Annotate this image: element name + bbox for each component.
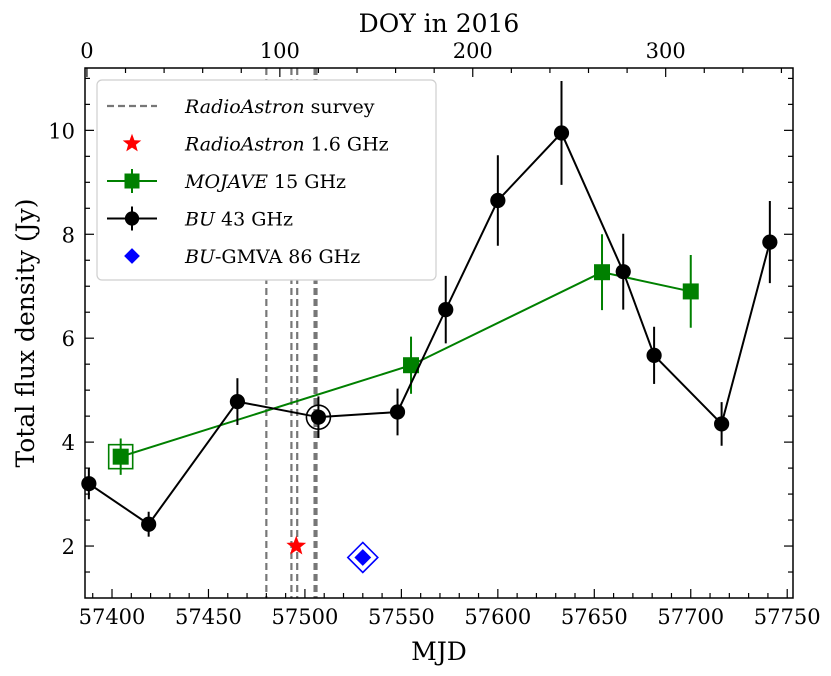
legend-label-italic: BU	[184, 209, 216, 231]
y-tick-label: 10	[48, 119, 75, 143]
series-layer	[81, 80, 778, 574]
x-tick-label: 57500	[272, 605, 339, 629]
legend-entry: BU 43 GHz	[107, 206, 293, 231]
highlight-ring	[107, 443, 134, 470]
x-tick-label: 57650	[561, 605, 628, 629]
data-point	[490, 192, 506, 209]
x-tick-label: 57600	[464, 605, 531, 629]
data-point	[124, 173, 140, 189]
data-point	[354, 549, 372, 566]
legend-label: BU-GMVA 86 GHz	[184, 246, 360, 268]
x-tick-label: 57750	[754, 605, 821, 629]
y-axis-title: Total flux density (Jy)	[11, 199, 40, 468]
legend-entry: RadioAstron 1.6 GHz	[122, 133, 389, 156]
x-tick-label: 57450	[175, 605, 242, 629]
highlight-ring	[305, 404, 332, 430]
data-point	[229, 393, 246, 410]
series-line	[88, 131, 771, 526]
data-point	[124, 248, 140, 264]
y-tick-label: 6	[62, 327, 75, 351]
top-tick-label: 0	[80, 39, 93, 63]
x-axis-title: MJD	[411, 637, 467, 666]
x-tick-label: 57400	[79, 605, 146, 629]
data-point	[682, 283, 699, 300]
y-tick-label: 8	[62, 223, 75, 247]
plot-frame	[84, 67, 794, 599]
legend-box	[96, 79, 437, 281]
legend-label-italic: BU	[184, 246, 216, 268]
data-point	[646, 347, 662, 363]
highlight-ring	[346, 541, 379, 574]
series-diamond	[346, 541, 379, 574]
legend-label-rest: survey	[305, 96, 375, 118]
data-point	[81, 476, 97, 492]
data-point	[615, 264, 631, 280]
data-point	[122, 133, 142, 152]
y-tick-label: 4	[62, 431, 75, 455]
x-tick-label: 57550	[368, 605, 435, 629]
legend-entry: BU-GMVA 86 GHz	[124, 246, 360, 268]
top-tick-label: 100	[260, 39, 300, 63]
series-line	[120, 271, 691, 458]
legend-entry: MOJAVE 15 GHz	[107, 169, 346, 193]
data-point	[594, 264, 611, 281]
data-point	[389, 404, 406, 420]
top-axis-title: DOY in 2016	[359, 9, 520, 38]
legend-entry: RadioAstron survey	[107, 96, 375, 118]
legend-label: RadioAstron survey	[184, 96, 375, 118]
data-point	[714, 416, 730, 432]
data-point	[310, 409, 327, 425]
legend-label-rest: 1.6 GHz	[305, 134, 389, 156]
data-point	[112, 448, 129, 465]
x-tick-label: 57700	[657, 605, 724, 629]
top-tick-label: 200	[453, 39, 493, 63]
legend-label: BU 43 GHz	[184, 209, 293, 231]
legend-label-italic: RadioAstron	[184, 96, 305, 118]
legend-label-rest: -GMVA 86 GHz	[215, 246, 360, 268]
series-circle	[81, 80, 778, 537]
legend-label: RadioAstron 1.6 GHz	[184, 134, 389, 156]
axes: 57400 57450 57500 57550 57600 57650 57700 57750…	[11, 9, 821, 666]
legend-label-rest: 43 GHz	[215, 209, 293, 231]
series-star	[286, 535, 307, 555]
data-point	[762, 234, 778, 250]
legend-label: MOJAVE 15 GHz	[184, 171, 346, 193]
top-tick-label: 300	[646, 39, 686, 63]
data-point	[141, 516, 157, 532]
legend-label-rest: 15 GHz	[268, 171, 346, 193]
y-tick-label: 2	[62, 535, 75, 559]
legend-label-italic: RadioAstron	[184, 134, 305, 156]
data-point	[124, 211, 140, 226]
data-point	[438, 302, 454, 318]
legend-label-italic: MOJAVE	[184, 171, 268, 193]
data-point	[286, 535, 307, 555]
data-point	[553, 125, 570, 141]
data-point	[403, 357, 420, 374]
